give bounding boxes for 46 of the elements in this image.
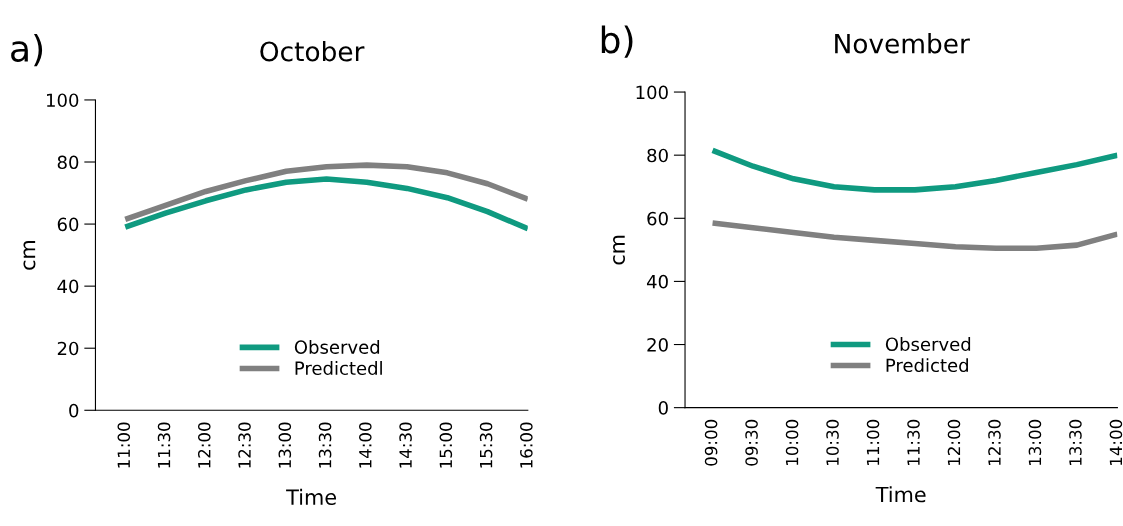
y-tick-label: 80: [647, 148, 668, 163]
y-tick-label: 0: [69, 403, 79, 418]
y-tick-label: 0: [658, 401, 668, 415]
x-tick-label: 13:30: [1069, 419, 1082, 465]
x-tick-label: 15:30: [479, 422, 493, 468]
x-tick-label: 09:00: [704, 419, 718, 466]
x-tick-label: 13:00: [278, 422, 292, 468]
legend-label: Predicted: [886, 358, 968, 373]
text: b): [601, 25, 633, 58]
x-tick-label: 12:00: [197, 422, 211, 468]
x-tick-label: 10:30: [826, 419, 839, 465]
text: a): [11, 34, 43, 67]
x-tick-label: 11:00: [117, 422, 131, 468]
x-tick-label: 14:30: [399, 422, 412, 468]
x-tick-label: 16:00: [520, 422, 533, 468]
chart-title: October: [260, 41, 365, 62]
x-tick-label: 13:00: [1028, 419, 1042, 465]
chart-title: November: [835, 33, 970, 54]
y-axis-title: cm: [23, 241, 36, 270]
x-tick-label: 11:00: [866, 419, 880, 465]
y-tick-label: 80: [57, 155, 79, 170]
legend-label: Observed: [885, 337, 971, 352]
x-axis-title: Time: [286, 488, 337, 505]
y-tick-label: 20: [647, 337, 668, 352]
x-tick-label: 10:00: [785, 419, 799, 465]
legend-label: Observed: [294, 339, 380, 354]
x-tick-label: 13:30: [318, 422, 332, 468]
x-tick-label: 12:30: [238, 422, 251, 468]
x-tick-label: 11:30: [157, 422, 171, 468]
y-tick-label: 60: [647, 211, 668, 226]
x-tick-label: 11:30: [907, 419, 920, 465]
x-tick-label: 14:00: [1109, 419, 1123, 465]
x-tick-label: 14:00: [359, 422, 372, 468]
y-tick-label: 20: [57, 341, 79, 356]
x-tick-label: 12:00: [947, 419, 961, 465]
legend-label: Predictedl: [295, 361, 382, 376]
y-tick-label: 60: [57, 217, 79, 232]
x-tick-label: 15:00: [439, 422, 453, 468]
y-tick-label: 100: [636, 85, 668, 100]
x-tick-label: 09:30: [745, 419, 758, 466]
x-tick-label: 12:30: [988, 419, 1001, 465]
x-axis-title: Time: [875, 486, 926, 503]
y-tick-label: 100: [47, 93, 79, 108]
y-tick-label: 40: [57, 279, 79, 294]
y-tick-label: 40: [646, 274, 668, 289]
y-axis-title: cm: [613, 235, 625, 265]
